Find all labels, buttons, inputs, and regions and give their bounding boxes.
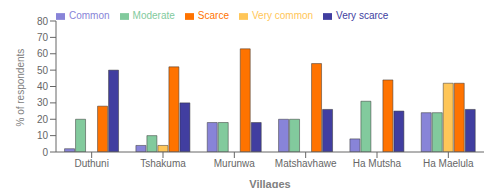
html-text:Common: Common [69,10,110,21]
svg-text:Matshavhawe: Matshavhawe [275,158,337,169]
svg-text:80: 80 [37,16,49,27]
svg-text:30: 30 [37,97,49,108]
svg-text:Ha Mutsha: Ha Mutsha [353,158,402,169]
svg-text:Ha Maelula: Ha Maelula [423,158,474,169]
svg-text:40: 40 [37,81,49,92]
svg-text:% of respondents: % of respondents [15,49,26,127]
svg-text:50: 50 [37,65,49,76]
svg-text:Murunwa: Murunwa [214,158,256,169]
html-text:Scarce: Scarce [197,10,229,21]
svg-text:20: 20 [37,114,49,125]
svg-text:70: 70 [37,32,49,43]
svg-text:60: 60 [37,48,49,59]
html-text:Moderate: Moderate [132,10,175,21]
svg-text:10: 10 [37,130,49,141]
svg-text:Tshakuma: Tshakuma [140,158,186,169]
html-text:Very scarce: Very scarce [336,10,389,21]
svg-text:0: 0 [42,147,48,158]
svg-text:Duthuni: Duthuni [74,158,108,169]
html-text:Very common: Very common [252,10,314,21]
svg-text:Villages: Villages [249,178,290,188]
